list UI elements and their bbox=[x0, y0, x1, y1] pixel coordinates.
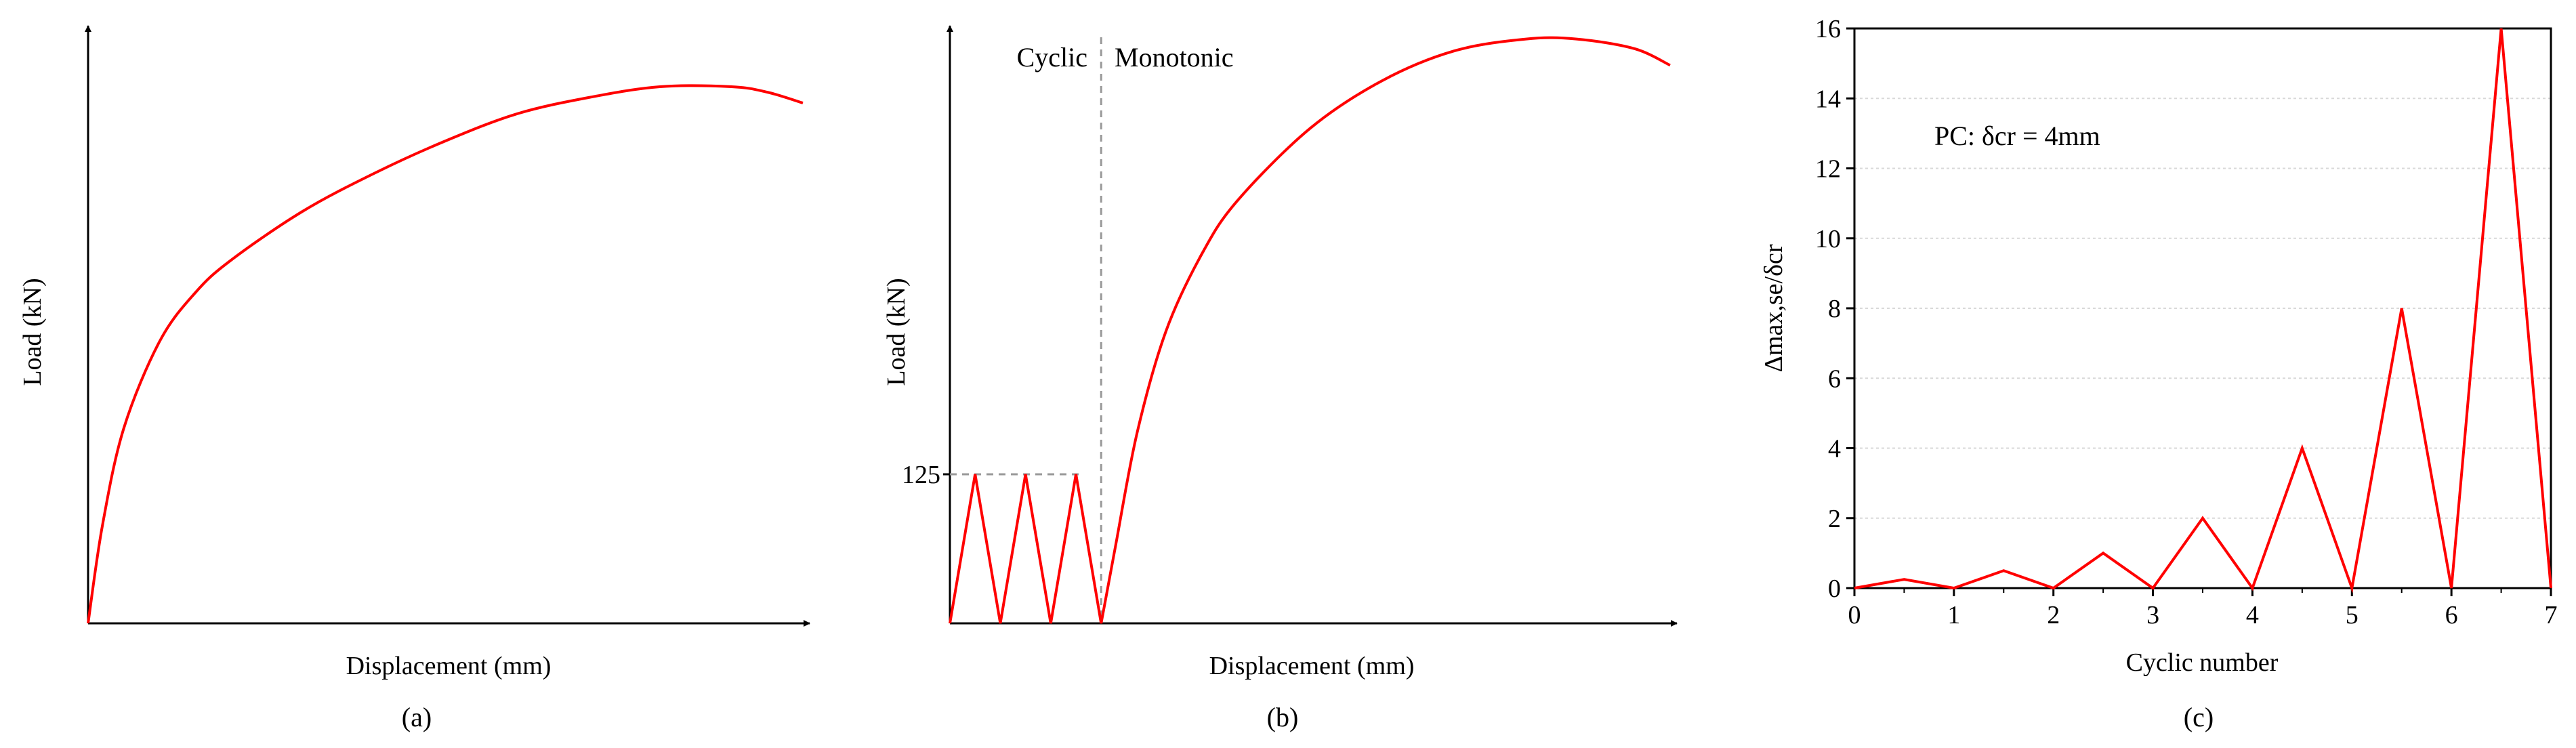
panel-c-x-tick-label: 0 bbox=[1848, 601, 1861, 629]
panel-c-ratio-line bbox=[1854, 28, 2552, 594]
panel-b-load-curve bbox=[949, 36, 1671, 624]
panel-c-y-tick-label: 12 bbox=[1815, 155, 1841, 184]
panel-c-y-tick-label: 10 bbox=[1815, 225, 1841, 253]
panel-c-y-tick-label: 14 bbox=[1815, 85, 1841, 113]
panel-a: Displacement (mm) Load (kN) (a) bbox=[18, 25, 810, 732]
panel-c-x-tick-label: 6 bbox=[2445, 601, 2458, 629]
panel-a-y-label: Load (kN) bbox=[18, 278, 47, 386]
panel-a-load-curve bbox=[87, 84, 804, 624]
panel-c-y-tick-label: 4 bbox=[1828, 435, 1841, 463]
panel-c-gridlines bbox=[1854, 98, 2551, 519]
panel-c-x-tick-label: 4 bbox=[2246, 601, 2259, 629]
panel-c-y-tick-label: 8 bbox=[1828, 295, 1841, 323]
panel-c-y-tick-label: 16 bbox=[1815, 15, 1841, 43]
panel-c-y-tick-label: 6 bbox=[1828, 365, 1841, 393]
panel-c-caption: (c) bbox=[2184, 702, 2214, 732]
panel-c-y-tick-label: 2 bbox=[1828, 505, 1841, 533]
panel-b-x-label: Displacement (mm) bbox=[1209, 652, 1415, 680]
panel-c-x-label: Cyclic number bbox=[2126, 648, 2279, 677]
panel-a-x-label: Displacement (mm) bbox=[346, 652, 552, 680]
panel-b-y-label: Load (kN) bbox=[882, 278, 911, 386]
panel-c-annotation: PC: δcr = 4mm bbox=[1934, 121, 2100, 151]
panel-c-y-label: Δmax,se/δcr bbox=[1760, 244, 1788, 372]
panel-c-x-tick-label: 2 bbox=[2047, 601, 2060, 629]
panel-c-x-tick-label: 1 bbox=[1947, 601, 1960, 629]
panel-a-caption: (a) bbox=[402, 702, 432, 732]
panel-c-x-tick-label: 5 bbox=[2346, 601, 2359, 629]
panel-b-caption: (b) bbox=[1267, 702, 1299, 732]
panel-b-region-monotonic: Monotonic bbox=[1115, 42, 1234, 72]
panel-b-y-tick-label: 125 bbox=[902, 461, 940, 489]
panel-b: 125 Cyclic Monotonic Displacement (mm) L… bbox=[882, 25, 1678, 732]
panel-c-x-tick-label: 7 bbox=[2545, 601, 2558, 629]
panel-c-x-tick-label: 3 bbox=[2146, 601, 2159, 629]
panel-c-annotation-text: PC: δcr = 4mm bbox=[1934, 121, 2100, 151]
panel-b-region-cyclic: Cyclic bbox=[1017, 42, 1087, 72]
panel-c-y-tick-label: 0 bbox=[1828, 575, 1841, 603]
